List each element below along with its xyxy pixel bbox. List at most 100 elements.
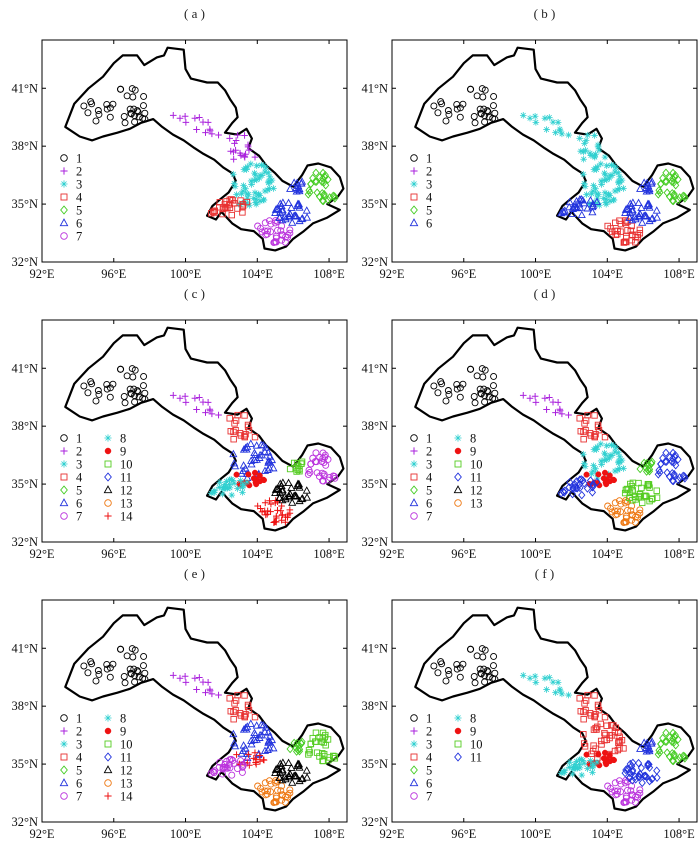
station-marker-cluster-2	[565, 411, 572, 419]
station-marker-cluster-11	[557, 489, 565, 498]
station-marker-cluster-6	[241, 723, 250, 732]
station-marker-cluster-8	[222, 484, 230, 492]
station-marker-cluster-3	[606, 197, 614, 205]
legend-label-5: 5	[76, 204, 82, 218]
x-tick-label: 108°E	[663, 547, 695, 561]
station-marker-cluster-14	[233, 751, 240, 758]
station-marker-cluster-2	[231, 140, 238, 147]
station-marker-cluster-11	[568, 489, 577, 499]
station-marker-cluster-12	[288, 778, 297, 786]
station-marker-cluster-7	[604, 782, 612, 790]
station-marker-cluster-7	[207, 769, 215, 777]
station-marker-cluster-4	[219, 210, 226, 218]
x-tick-label: 108°E	[313, 547, 345, 561]
x-tick-label: 104°E	[242, 827, 274, 841]
station-marker-cluster-1	[445, 670, 453, 678]
station-marker-cluster-13	[284, 791, 292, 799]
panel-d-label: ( d )	[534, 286, 556, 301]
legend-marker-7	[410, 512, 418, 520]
station-marker-cluster-5	[669, 756, 677, 766]
station-marker-cluster-6	[652, 213, 662, 221]
station-marker-cluster-3	[615, 179, 622, 187]
station-marker-cluster-8	[223, 478, 230, 485]
station-marker-cluster-14	[274, 507, 281, 514]
station-marker-cluster-3	[581, 183, 589, 190]
legend-label-13: 13	[470, 497, 483, 511]
station-marker-cluster-10	[653, 494, 661, 501]
station-marker-cluster-3	[608, 161, 615, 169]
station-marker-cluster-8	[597, 457, 605, 465]
legend-marker-5	[60, 205, 68, 215]
station-marker-cluster-5	[669, 196, 677, 206]
station-marker-cluster-2	[193, 126, 200, 133]
station-marker-cluster-4	[241, 692, 248, 699]
station-marker-cluster-2	[191, 674, 199, 682]
station-marker-cluster-13	[636, 509, 644, 517]
station-marker-cluster-2	[169, 392, 177, 399]
station-marker-cluster-5	[672, 740, 680, 750]
legend-marker-6	[409, 498, 419, 507]
station-marker-cluster-5	[659, 173, 667, 183]
station-marker-cluster-11	[674, 455, 682, 464]
station-marker-cluster-2	[191, 394, 199, 402]
station-marker-cluster-13	[627, 507, 635, 515]
station-marker-cluster-8	[592, 465, 599, 473]
station-marker-cluster-4	[603, 736, 611, 744]
station-marker-cluster-10	[646, 484, 653, 491]
station-marker-cluster-6	[292, 183, 301, 191]
station-marker-cluster-12	[295, 776, 304, 785]
station-marker-cluster-8	[580, 759, 588, 767]
station-marker-cluster-5	[663, 748, 671, 757]
station-marker-cluster-6	[231, 461, 240, 470]
station-marker-cluster-13	[274, 786, 281, 794]
station-marker-cluster-3	[558, 130, 566, 138]
station-marker-cluster-3	[240, 166, 248, 173]
station-marker-cluster-4	[227, 708, 234, 715]
station-marker-cluster-3	[251, 189, 259, 197]
station-marker-cluster-4	[636, 229, 644, 237]
station-marker-cluster-5	[670, 738, 678, 747]
station-marker-cluster-1	[117, 645, 125, 653]
station-marker-cluster-2	[546, 394, 553, 401]
y-tick-label: 35°N	[361, 197, 388, 211]
station-marker-cluster-3	[231, 183, 239, 190]
station-marker-cluster-3	[577, 147, 585, 155]
station-marker-cluster-11	[654, 470, 662, 479]
station-marker-cluster-1	[485, 393, 493, 401]
station-marker-cluster-8	[519, 672, 527, 679]
station-marker-cluster-3	[261, 168, 269, 176]
station-marker-cluster-9	[595, 471, 602, 478]
station-marker-cluster-5	[643, 458, 651, 468]
station-marker-cluster-8	[234, 485, 241, 492]
station-marker-cluster-6	[580, 198, 589, 207]
station-marker-cluster-1	[139, 662, 147, 670]
station-marker-cluster-7	[219, 770, 226, 778]
station-marker-cluster-6	[577, 194, 586, 203]
station-marker-cluster-14	[256, 752, 264, 759]
station-marker-cluster-11	[662, 448, 670, 458]
station-marker-cluster-6	[302, 213, 312, 221]
station-marker-cluster-5	[661, 737, 669, 746]
station-marker-cluster-1	[128, 85, 136, 93]
station-marker-cluster-2	[191, 114, 199, 122]
station-marker-cluster-6	[246, 439, 255, 447]
station-marker-cluster-1	[490, 652, 498, 660]
station-marker-cluster-7	[267, 228, 275, 236]
station-marker-cluster-7	[319, 449, 327, 457]
station-marker-cluster-3	[238, 190, 245, 198]
station-marker-cluster-4	[594, 703, 602, 711]
station-marker-cluster-3	[618, 176, 626, 184]
legend-marker-13	[454, 499, 462, 507]
station-marker-cluster-4	[604, 222, 611, 230]
station-marker-cluster-2	[193, 686, 200, 693]
station-marker-cluster-6	[294, 199, 304, 208]
station-marker-cluster-4	[612, 219, 619, 226]
legend-label-11: 11	[120, 471, 132, 485]
station-marker-cluster-1	[485, 113, 493, 121]
station-marker-cluster-4	[616, 733, 623, 740]
station-marker-cluster-8	[576, 761, 583, 768]
station-marker-cluster-6	[252, 721, 261, 729]
x-tick-label: 104°E	[592, 267, 624, 281]
station-marker-cluster-6	[293, 178, 302, 187]
station-marker-cluster-1	[128, 365, 136, 373]
